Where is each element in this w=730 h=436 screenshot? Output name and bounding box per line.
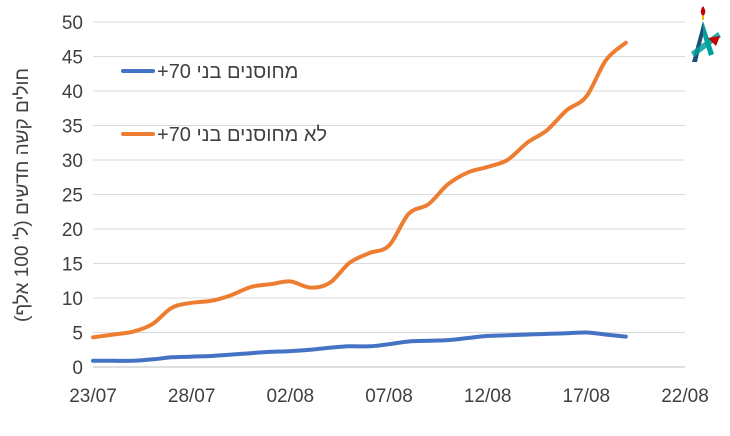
legend-label-unvaccinated: לא מחוסנים בני 70+ — [157, 124, 327, 146]
x-tick-label: 23/07 — [69, 386, 117, 407]
series-line-vaccinated — [91, 330, 628, 363]
x-tick-label: 07/08 — [365, 386, 413, 407]
logo-accent-icon — [708, 36, 720, 46]
y-tick-label: 45 — [62, 48, 83, 69]
y-tick-label: 30 — [62, 151, 83, 172]
y-tick-label: 50 — [62, 13, 83, 34]
y-tick-label: 0 — [72, 358, 83, 379]
x-tick-label: 28/07 — [168, 386, 216, 407]
y-tick-label: 5 — [72, 324, 83, 345]
candle-flame-logo-icon — [691, 6, 721, 62]
y-axis-ticks: 0 5 10 15 20 25 30 35 40 45 50 — [62, 13, 83, 379]
y-axis-label: חולים קשה חדשים (ל' 100 אלף) — [12, 68, 33, 322]
logo-flame-icon — [700, 6, 706, 16]
y-tick-label: 20 — [62, 220, 83, 241]
x-tick-label: 12/08 — [464, 386, 512, 407]
logo-wick-icon — [702, 16, 704, 20]
gridlines — [93, 21, 685, 368]
y-tick-label: 10 — [62, 289, 83, 310]
series-line-unvaccinated — [91, 40, 628, 340]
x-tick-label: 22/08 — [661, 386, 709, 407]
y-tick-label: 35 — [62, 117, 83, 138]
legend-label-vaccinated: מחוסנים בני 70+ — [157, 61, 298, 83]
series-lines — [91, 40, 628, 363]
y-tick-label: 15 — [62, 255, 83, 276]
x-tick-label: 02/08 — [267, 386, 315, 407]
legend: מחוסנים בני 70+ לא מחוסנים בני 70+ — [121, 61, 327, 146]
y-tick-label: 25 — [62, 186, 83, 207]
x-tick-label: 17/08 — [563, 386, 611, 407]
x-axis-ticks: 23/07 28/07 02/08 07/08 12/08 17/08 22/08 — [69, 386, 709, 407]
y-tick-label: 40 — [62, 82, 83, 103]
